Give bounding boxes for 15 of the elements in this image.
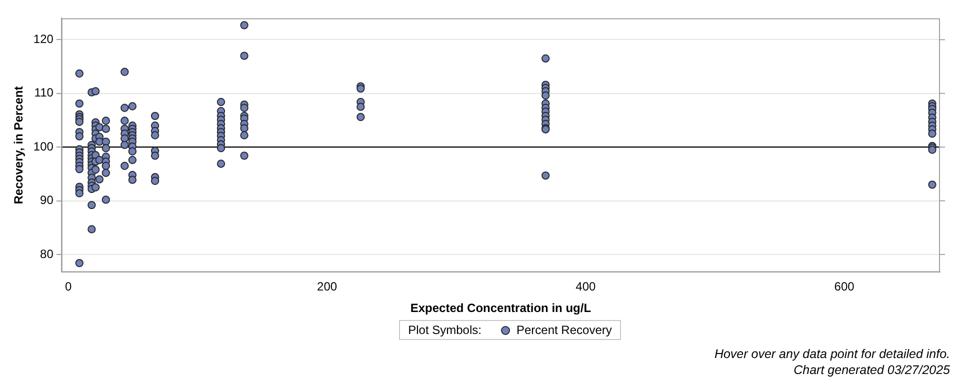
y-tick-label: 110: [34, 86, 54, 100]
text: Chart generated 03/27/2025: [792, 362, 950, 378]
y-tick-label: 80: [40, 246, 54, 261]
legend-title: Plot Symbols:: [408, 323, 482, 337]
y-tick-label: 90: [40, 193, 54, 208]
x-tick-label: 600: [834, 280, 855, 294]
legend-label: Percent Recovery: [516, 323, 612, 337]
text: Hover over any data point for detailed info.: [713, 346, 950, 362]
x-tick-label: 400: [576, 280, 596, 294]
x-tick-label: 0: [65, 280, 72, 294]
y-axis-title: Recovery, in Percent: [12, 86, 26, 204]
y-tick-label: 120: [33, 32, 54, 46]
x-tick-label: 200: [317, 280, 338, 294]
y-tick-label: 100: [33, 139, 54, 154]
x-axis-title: Expected Concentration in ug/L: [410, 301, 592, 316]
